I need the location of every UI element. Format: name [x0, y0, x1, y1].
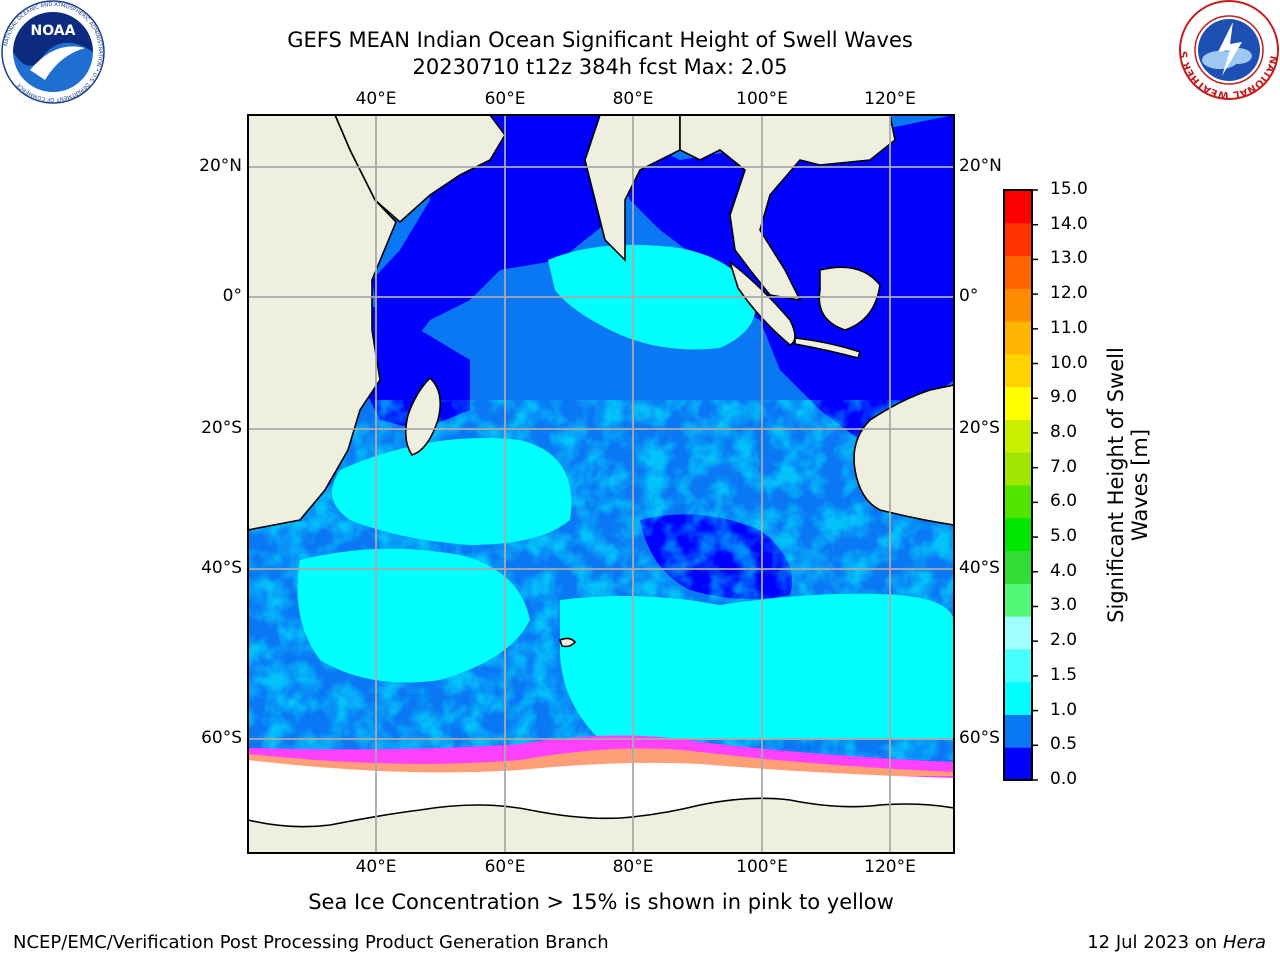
colorbar-segment — [1004, 648, 1032, 683]
colorbar-title: Significant Height of Swell Waves [m] — [1104, 285, 1152, 685]
colorbar-tick-label: 10.0 — [1050, 352, 1088, 373]
lat-label-right-40s: 40°S — [959, 558, 1000, 578]
footer-producer: NCEP/EMC/Verification Post Processing Pr… — [13, 932, 609, 953]
swell-texture — [248, 400, 954, 760]
colorbar-tick-label: 13.0 — [1050, 248, 1088, 269]
lat-label-left-20s: 20°S — [201, 418, 242, 438]
colorbar-tick-label: 14.0 — [1050, 213, 1088, 234]
colorbar-segment — [1004, 583, 1032, 617]
lon-label-top-120e: 120°E — [864, 89, 916, 109]
colorbar-segment — [1004, 288, 1032, 322]
colorbar-segment — [1004, 681, 1032, 715]
colorbar-tick-label: 0.5 — [1050, 734, 1078, 755]
colorbar-segment — [1004, 714, 1032, 748]
colorbar-tick-label: 4.0 — [1050, 560, 1078, 581]
lat-label-left-0: 0° — [222, 286, 242, 306]
colorbar-segment — [1004, 190, 1032, 224]
footer-host: Hera — [1222, 932, 1266, 953]
colorbar-segment — [1004, 255, 1032, 289]
colorbar-tick-label: 9.0 — [1050, 387, 1078, 408]
lon-label-bottom-120e: 120°E — [864, 857, 916, 877]
colorbar-segment — [1004, 353, 1032, 388]
lon-label-top-40e: 40°E — [355, 89, 397, 109]
svg-text:NOAA: NOAA — [31, 23, 76, 39]
colorbar-segment — [1004, 550, 1032, 584]
colorbar-segment — [1004, 321, 1032, 355]
colorbar-title-line2: Waves [m] — [1128, 428, 1152, 542]
colorbar-tick-label: 1.5 — [1050, 664, 1078, 685]
colorbar-frame — [1003, 189, 1033, 781]
map-frame — [247, 114, 955, 854]
colorbar-segment — [1004, 452, 1032, 486]
colorbar-segment — [1004, 747, 1032, 781]
lon-label-bottom-100e: 100°E — [736, 857, 788, 877]
lat-label-left-20n: 20°N — [199, 156, 242, 176]
colorbar-tick-label: 11.0 — [1050, 317, 1088, 338]
lat-label-right-60s: 60°S — [959, 728, 1000, 748]
colorbar-title-line1: Significant Height of Swell — [1104, 347, 1128, 623]
colorbar-segment — [1004, 386, 1032, 420]
graticule — [248, 115, 954, 853]
colorbar — [1003, 189, 1038, 781]
colorbar-tick-label: 2.0 — [1050, 630, 1078, 651]
colorbar-segment — [1004, 485, 1032, 519]
chart-subtitle: 20230710 t12z 384h fcst Max: 2.05 — [412, 55, 788, 79]
lat-label-right-20n: 20°N — [959, 156, 1002, 176]
colorbar-segment — [1004, 222, 1032, 257]
colorbar-tick-label: 5.0 — [1050, 526, 1078, 547]
footer-date-text: 12 Jul 2023 on — [1087, 932, 1223, 953]
colorbar-tick-label: 6.0 — [1050, 491, 1078, 512]
colorbar-tick-label: 8.0 — [1050, 421, 1078, 442]
lat-label-left-60s: 60°S — [201, 728, 242, 748]
lat-label-right-20s: 20°S — [959, 418, 1000, 438]
lat-label-left-40s: 40°S — [201, 558, 242, 578]
lon-label-top-80e: 80°E — [612, 89, 654, 109]
colorbar-tick-label: 12.0 — [1050, 283, 1088, 304]
lon-label-bottom-80e: 80°E — [612, 857, 654, 877]
noaa-logo: NOAA NATIONAL OCEANIC AND ATMOSPHERIC AD… — [0, 0, 106, 108]
colorbar-tick-label: 3.0 — [1050, 595, 1078, 616]
lon-label-bottom-60e: 60°E — [484, 857, 526, 877]
colorbar-tick-label: 7.0 — [1050, 456, 1078, 477]
colorbar-segment — [1004, 517, 1032, 552]
sea-ice-caption: Sea Ice Concentration > 15% is shown in … — [308, 890, 894, 914]
footer-date: 12 Jul 2023 on Hera — [1087, 932, 1266, 953]
lon-label-top-60e: 60°E — [484, 89, 526, 109]
colorbar-segment — [1004, 616, 1032, 650]
nws-logo: NATIONAL WEATHER SERVICE — [1174, 0, 1280, 104]
chart-title: GEFS MEAN Indian Ocean Significant Heigh… — [287, 28, 913, 52]
colorbar-segment — [1004, 419, 1032, 453]
lat-label-right-0: 0° — [959, 286, 979, 306]
colorbar-tick-label: 15.0 — [1050, 179, 1088, 199]
lon-label-bottom-40e: 40°E — [355, 857, 397, 877]
colorbar-tick-label: 1.0 — [1050, 699, 1078, 720]
colorbar-tick-label: 0.0 — [1050, 769, 1078, 789]
land-masses — [248, 115, 954, 853]
lon-label-top-100e: 100°E — [736, 89, 788, 109]
